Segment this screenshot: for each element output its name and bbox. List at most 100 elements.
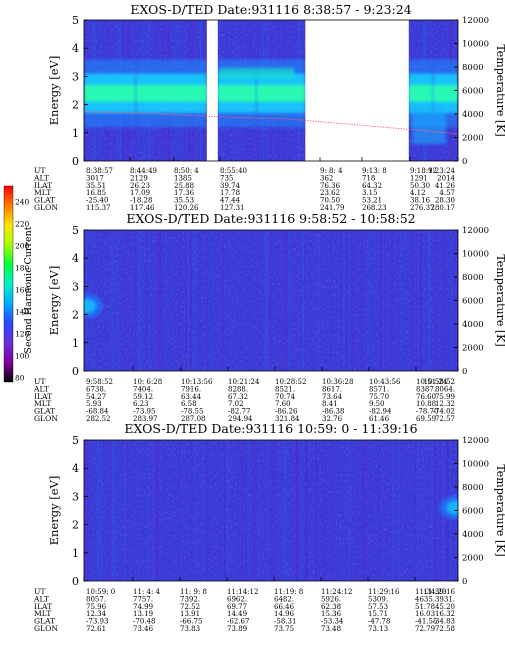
table-cell: 11:34:20 <box>415 588 446 596</box>
table-cell: 75.96 <box>86 603 107 611</box>
table-cell: 72.61 <box>86 625 106 633</box>
table-cell: 5.93 <box>86 400 102 408</box>
table-cell: 3017 <box>86 174 104 182</box>
time-streak <box>305 440 308 581</box>
table-row-label: MLT <box>34 399 51 408</box>
table-row-label: UT <box>34 587 45 596</box>
table-cell: 9:58:52 <box>86 378 113 386</box>
time-streak <box>442 230 444 371</box>
time-streak <box>242 230 244 371</box>
time-streak <box>260 440 262 581</box>
time-streak <box>414 440 416 581</box>
table-cell: 73.48 <box>321 625 341 633</box>
table-cell: 718 <box>362 174 375 182</box>
table-cell: 11:24:12 <box>321 588 352 596</box>
table-cell: -70.48 <box>133 618 155 626</box>
table-cell: 7392. <box>180 595 200 603</box>
time-streak <box>431 440 432 581</box>
orbit-table: UT 9:58:52 10: 6:28 10:13:56 10:21:24 10:28:5… <box>33 377 455 423</box>
time-streak <box>414 230 416 371</box>
y-right-tick-label: 2000 <box>462 344 484 354</box>
table-cell: 59.12 <box>133 393 153 401</box>
table-cell: -73.93 <box>86 618 108 626</box>
table-cell: 287.08 <box>181 415 206 423</box>
time-streak <box>392 440 394 581</box>
time-streak <box>420 230 422 371</box>
time-streak <box>253 440 256 581</box>
time-streak <box>270 230 272 371</box>
time-streak <box>304 230 307 371</box>
table-cell: -34.83 <box>433 618 455 626</box>
table-cell: 8617. <box>322 385 342 393</box>
time-streak <box>338 440 340 581</box>
y-axis-label: Energy [eV] <box>47 476 61 546</box>
table-cell: 63.44 <box>181 393 202 401</box>
time-streak <box>160 230 162 371</box>
table-cell: -78.70 <box>416 408 438 416</box>
y-tick-label: 1 <box>72 547 79 560</box>
table-cell: 14.49 <box>227 610 247 618</box>
table-cell: -47.78 <box>368 618 390 626</box>
table-cell: 51.78 <box>415 603 435 611</box>
table-cell: 39.74 <box>220 182 241 190</box>
time-streak <box>187 230 189 371</box>
table-cell: 1385 <box>174 174 192 182</box>
table-cell: 10:21:24 <box>228 378 260 386</box>
table-cell: 3.15 <box>362 189 378 197</box>
time-streak <box>125 440 127 581</box>
y-tick-label: 0 <box>72 155 79 168</box>
table-cell: 10:43:56 <box>369 378 401 386</box>
table-cell: 9:18:12 <box>410 167 437 175</box>
time-streak <box>400 230 402 371</box>
band-core <box>84 84 137 102</box>
time-streak <box>308 230 310 371</box>
table-cell: 69.77 <box>227 603 247 611</box>
time-streak <box>148 440 150 581</box>
table-cell: 8521. <box>275 385 295 393</box>
time-streak <box>148 230 151 371</box>
table-cell: 73.13 <box>368 625 388 633</box>
colorbar-tick-label: 200 <box>15 242 30 251</box>
time-streak <box>284 440 286 581</box>
y-right-tick-label: 12000 <box>462 16 489 26</box>
data-gap <box>206 20 218 161</box>
table-cell: 11:29:16 <box>368 588 400 596</box>
spectrogram-panel-1: EXOS-D/TED Date:931116 8:38:57 - 9:23:24… <box>33 2 505 212</box>
table-cell: 10: 6:28 <box>133 378 162 386</box>
time-streak <box>425 440 427 581</box>
time-streak <box>302 230 305 371</box>
y-right-tick-label: 8000 <box>462 483 484 493</box>
table-row-label: UT <box>34 166 45 175</box>
table-cell: 72.57 <box>435 415 455 423</box>
table-cell: 73.89 <box>227 625 247 633</box>
time-streak <box>419 230 421 371</box>
table-cell: 76.36 <box>320 182 341 190</box>
table-cell: 276.37 <box>410 204 435 212</box>
time-streak <box>193 230 195 371</box>
y-tick-label: 4 <box>72 462 79 475</box>
table-cell: -53.34 <box>321 618 344 626</box>
table-cell: 3931. <box>435 595 455 603</box>
time-streak <box>265 230 267 371</box>
time-streak <box>112 440 114 581</box>
time-streak <box>415 230 418 371</box>
table-cell: -68.84 <box>86 408 109 416</box>
table-row-label: GLON <box>34 203 58 212</box>
time-streak <box>283 230 285 371</box>
enhancement-core <box>84 299 97 314</box>
colorbar-label: Second Harmonic Current <box>23 226 34 353</box>
table-cell: 17.36 <box>174 189 195 197</box>
time-streak <box>198 230 201 371</box>
table-cell: -25.40 <box>86 197 108 205</box>
panel-title: EXOS-D/TED Date:931116 9:58:52 - 10:58:5… <box>126 211 415 226</box>
time-streak <box>443 230 445 371</box>
table-row-label: ILAT <box>34 602 52 611</box>
y-tick-label: 4 <box>72 42 79 55</box>
time-streak <box>348 230 350 371</box>
y-right-tick-label: 8000 <box>462 273 484 283</box>
y-right-tick-label: 2000 <box>462 554 484 564</box>
table-cell: 70.74 <box>275 393 296 401</box>
table-cell: 23.62 <box>320 189 340 197</box>
time-streak <box>284 440 285 581</box>
time-streak <box>237 440 239 581</box>
